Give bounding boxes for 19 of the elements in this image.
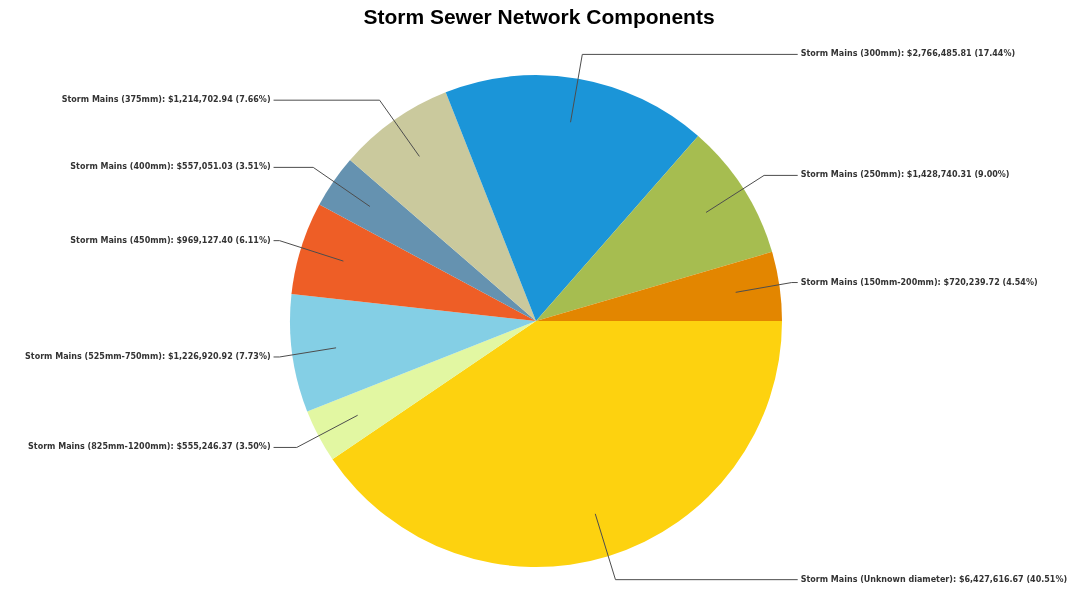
slice-label: Storm Mains (525mm-750mm): $1,226,920.92 (7.73%)	[25, 351, 271, 361]
chart-title: Storm Sewer Network Components	[363, 5, 715, 28]
slice-label: Storm Mains (Unknown diameter): $6,427,616.67 (40.51%)	[800, 574, 1068, 584]
pie-slice	[536, 251, 782, 321]
pie-slice	[332, 321, 782, 567]
slice-label: Storm Mains (450mm): $969,127.40 (6.11%)	[70, 235, 271, 245]
pie-slice	[307, 321, 536, 460]
pie-slice	[319, 159, 536, 321]
slice-label: Storm Mains (150mm-200mm): $720,239.72 (4.54%)	[800, 277, 1038, 287]
pie-slice	[350, 92, 536, 321]
pie-slice	[536, 136, 773, 321]
slice-label: Storm Mains (400mm): $557,051.03 (3.51%)	[70, 162, 271, 172]
pie-slice	[291, 204, 536, 321]
pie-slice	[445, 75, 699, 321]
slice-label: Storm Mains (300mm): $2,766,485.81 (17.44%)	[800, 49, 1016, 59]
pie-slice	[290, 294, 536, 412]
slice-label: Storm Mains (250mm): $1,428,740.31 (9.00%)	[800, 170, 1010, 180]
slice-label: Storm Mains (825mm-1200mm): $555,246.37 (3.50%)	[28, 442, 271, 452]
slice-label: Storm Mains (375mm): $1,214,702.94 (7.66%)	[61, 95, 271, 105]
